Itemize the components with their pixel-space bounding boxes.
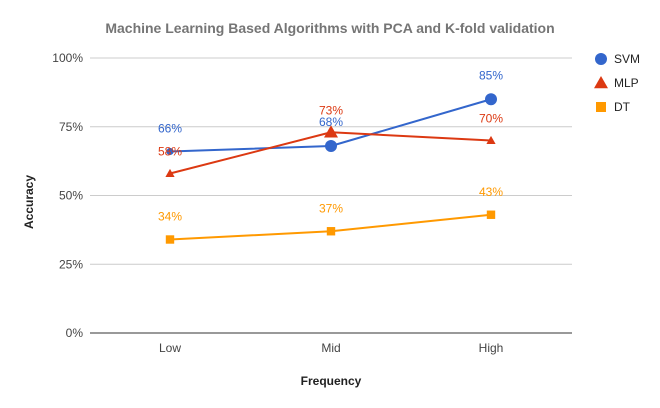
- data-label-mlp: 73%: [319, 103, 343, 117]
- y-tick-label: 50%: [59, 189, 83, 203]
- series-mlp: [165, 125, 496, 177]
- series-dt: [165, 210, 496, 244]
- legend[interactable]: SVM MLP DT: [594, 52, 640, 114]
- data-label-dt: 37%: [319, 201, 343, 215]
- x-tick-label: Mid: [321, 341, 340, 355]
- point-mlp: [165, 168, 175, 177]
- x-axis-ticks: Low Mid High: [159, 341, 503, 355]
- data-label-svm: 66%: [158, 122, 182, 136]
- point-svm: [166, 147, 174, 156]
- legend-item-mlp[interactable]: MLP: [594, 76, 639, 90]
- series-svm: [166, 93, 497, 156]
- data-label-mlp: 58%: [158, 145, 182, 159]
- point-mlp: [486, 135, 496, 144]
- legend-marker-svm: [595, 53, 607, 65]
- x-tick-label: Low: [159, 341, 181, 355]
- legend-label-dt: DT: [614, 100, 631, 114]
- point-dt: [486, 210, 496, 219]
- data-labels: 66% 68% 85% 58% 73% 70% 34% 37% 43%: [158, 68, 503, 223]
- y-axis-title: Accuracy: [22, 175, 36, 229]
- y-axis-ticks: 0% 25% 50% 75% 100%: [52, 51, 83, 340]
- data-label-svm: 85%: [479, 68, 503, 82]
- data-label-dt: 34%: [158, 210, 182, 224]
- legend-marker-mlp: [594, 76, 608, 89]
- point-dt: [326, 227, 336, 236]
- point-svm: [485, 93, 497, 106]
- y-tick-label: 75%: [59, 120, 83, 134]
- legend-marker-dt: [596, 102, 606, 112]
- y-tick-label: 100%: [52, 51, 83, 65]
- point-svm: [325, 140, 337, 152]
- point-dt: [165, 235, 175, 244]
- grid: [90, 57, 572, 334]
- chart-title: Machine Learning Based Algorithms with P…: [105, 20, 554, 36]
- data-label-svm: 68%: [319, 115, 343, 129]
- data-label-mlp: 70%: [479, 112, 503, 126]
- legend-label-mlp: MLP: [614, 76, 639, 90]
- data-label-dt: 43%: [479, 185, 503, 199]
- x-tick-label: High: [479, 341, 504, 355]
- legend-item-dt[interactable]: DT: [596, 100, 631, 114]
- series-line-mlp: [169, 131, 492, 175]
- plot-area: [165, 93, 497, 244]
- point-mlp: [324, 125, 338, 138]
- x-axis-title: Frequency: [301, 374, 362, 388]
- y-tick-label: 0%: [66, 326, 84, 340]
- legend-item-svm[interactable]: SVM: [595, 52, 640, 66]
- legend-label-svm: SVM: [614, 52, 640, 66]
- y-tick-label: 25%: [59, 257, 83, 271]
